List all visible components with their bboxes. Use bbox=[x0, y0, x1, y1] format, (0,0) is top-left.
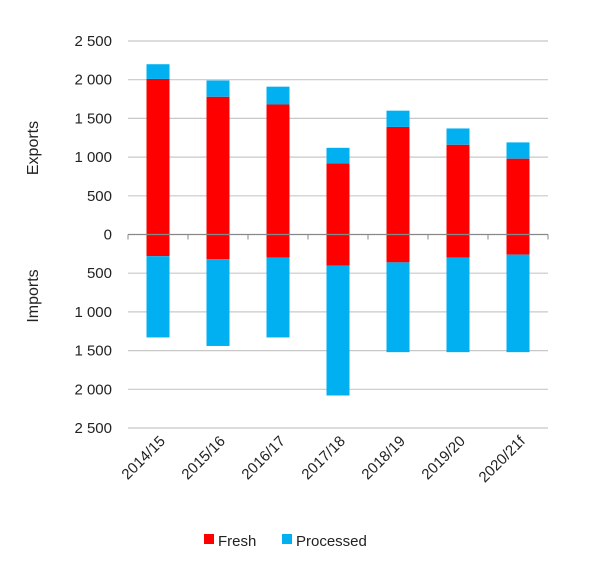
legend-label-processed: Processed bbox=[296, 533, 367, 550]
legend-swatch-fresh bbox=[204, 534, 214, 544]
bar-exports-fresh bbox=[506, 158, 530, 235]
x-tick-label: 2020/21f bbox=[476, 432, 530, 486]
bar-imports-processed bbox=[266, 257, 290, 338]
bar-exports-processed bbox=[146, 64, 170, 79]
bar-exports-fresh bbox=[446, 144, 470, 235]
bar-imports-processed bbox=[446, 257, 470, 353]
y-tick-label: 1 000 bbox=[74, 149, 112, 166]
bar-imports-processed bbox=[206, 259, 230, 346]
exports-axis-title: Exports bbox=[25, 121, 42, 175]
bar-exports-fresh bbox=[386, 126, 410, 235]
bar-exports-processed bbox=[326, 147, 350, 164]
bar-imports-processed bbox=[326, 265, 350, 396]
x-tick-label: 2017/18 bbox=[298, 433, 348, 483]
y-tick-labels: 2 500 2 000 1 500 1 000 500 0 500 1 000 1 500 2 0… bbox=[74, 33, 112, 437]
bar-imports-fresh bbox=[206, 234, 230, 260]
bar-exports-processed bbox=[506, 142, 530, 159]
y-tick-label: 2 000 bbox=[74, 72, 112, 89]
bar-exports-fresh bbox=[326, 163, 350, 235]
bar-imports-fresh bbox=[386, 234, 410, 263]
x-tick-label: 2014/15 bbox=[118, 433, 168, 483]
bar-exports-processed bbox=[206, 80, 230, 97]
y-tick-label: 2 500 bbox=[74, 33, 112, 50]
bar-exports-fresh bbox=[206, 96, 230, 235]
y-tick-label: 500 bbox=[87, 188, 112, 205]
x-tick-label: 2015/16 bbox=[178, 433, 228, 483]
x-tick-labels: 2014/15 2015/16 2016/17 2017/18 2018/19 2019/… bbox=[118, 432, 529, 486]
y-tick-label: 0 bbox=[104, 227, 112, 244]
bar-exports-processed bbox=[266, 86, 290, 105]
bars bbox=[127, 64, 549, 396]
imports-axis-title: Imports bbox=[25, 269, 42, 322]
bar-imports-processed bbox=[506, 254, 530, 353]
bar-imports-fresh bbox=[506, 234, 530, 255]
y-tick-label: 2 500 bbox=[74, 420, 112, 437]
bar-imports-processed bbox=[386, 262, 410, 353]
y-tick-label: 500 bbox=[87, 265, 112, 282]
bar-imports-fresh bbox=[326, 234, 350, 266]
y-tick-label: 2 000 bbox=[74, 381, 112, 398]
bar-imports-processed bbox=[146, 256, 170, 338]
bar-imports-fresh bbox=[266, 234, 290, 258]
y-tick-label: 1 000 bbox=[74, 304, 112, 321]
bar-exports-processed bbox=[386, 110, 410, 127]
legend-swatch-processed bbox=[282, 534, 292, 544]
bar-imports-fresh bbox=[146, 234, 170, 257]
legend-label-fresh: Fresh bbox=[218, 533, 256, 550]
y-tick-label: 1 500 bbox=[74, 343, 112, 360]
x-tick-label: 2016/17 bbox=[238, 433, 288, 483]
bar-exports-fresh bbox=[266, 104, 290, 235]
legend: Fresh Processed bbox=[204, 533, 367, 550]
x-tick-label: 2018/19 bbox=[358, 433, 408, 483]
bar-exports-fresh bbox=[146, 78, 170, 235]
x-tick-label: 2019/20 bbox=[418, 433, 468, 483]
bar-imports-fresh bbox=[446, 234, 470, 258]
bar-exports-processed bbox=[446, 128, 470, 145]
y-tick-label: 1 500 bbox=[74, 110, 112, 127]
